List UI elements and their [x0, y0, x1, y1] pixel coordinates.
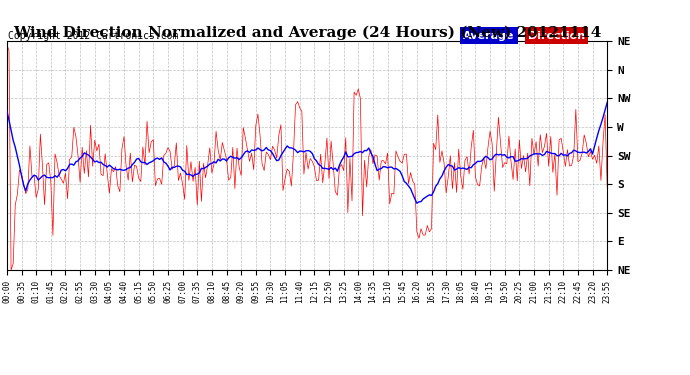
Title: Wind Direction Normalized and Average (24 Hours) (New) 20121114: Wind Direction Normalized and Average (2… [13, 26, 601, 40]
Text: Average: Average [463, 31, 515, 41]
Text: Copyright 2012 Cartronics.com: Copyright 2012 Cartronics.com [8, 31, 179, 41]
Text: Direction: Direction [528, 31, 585, 41]
